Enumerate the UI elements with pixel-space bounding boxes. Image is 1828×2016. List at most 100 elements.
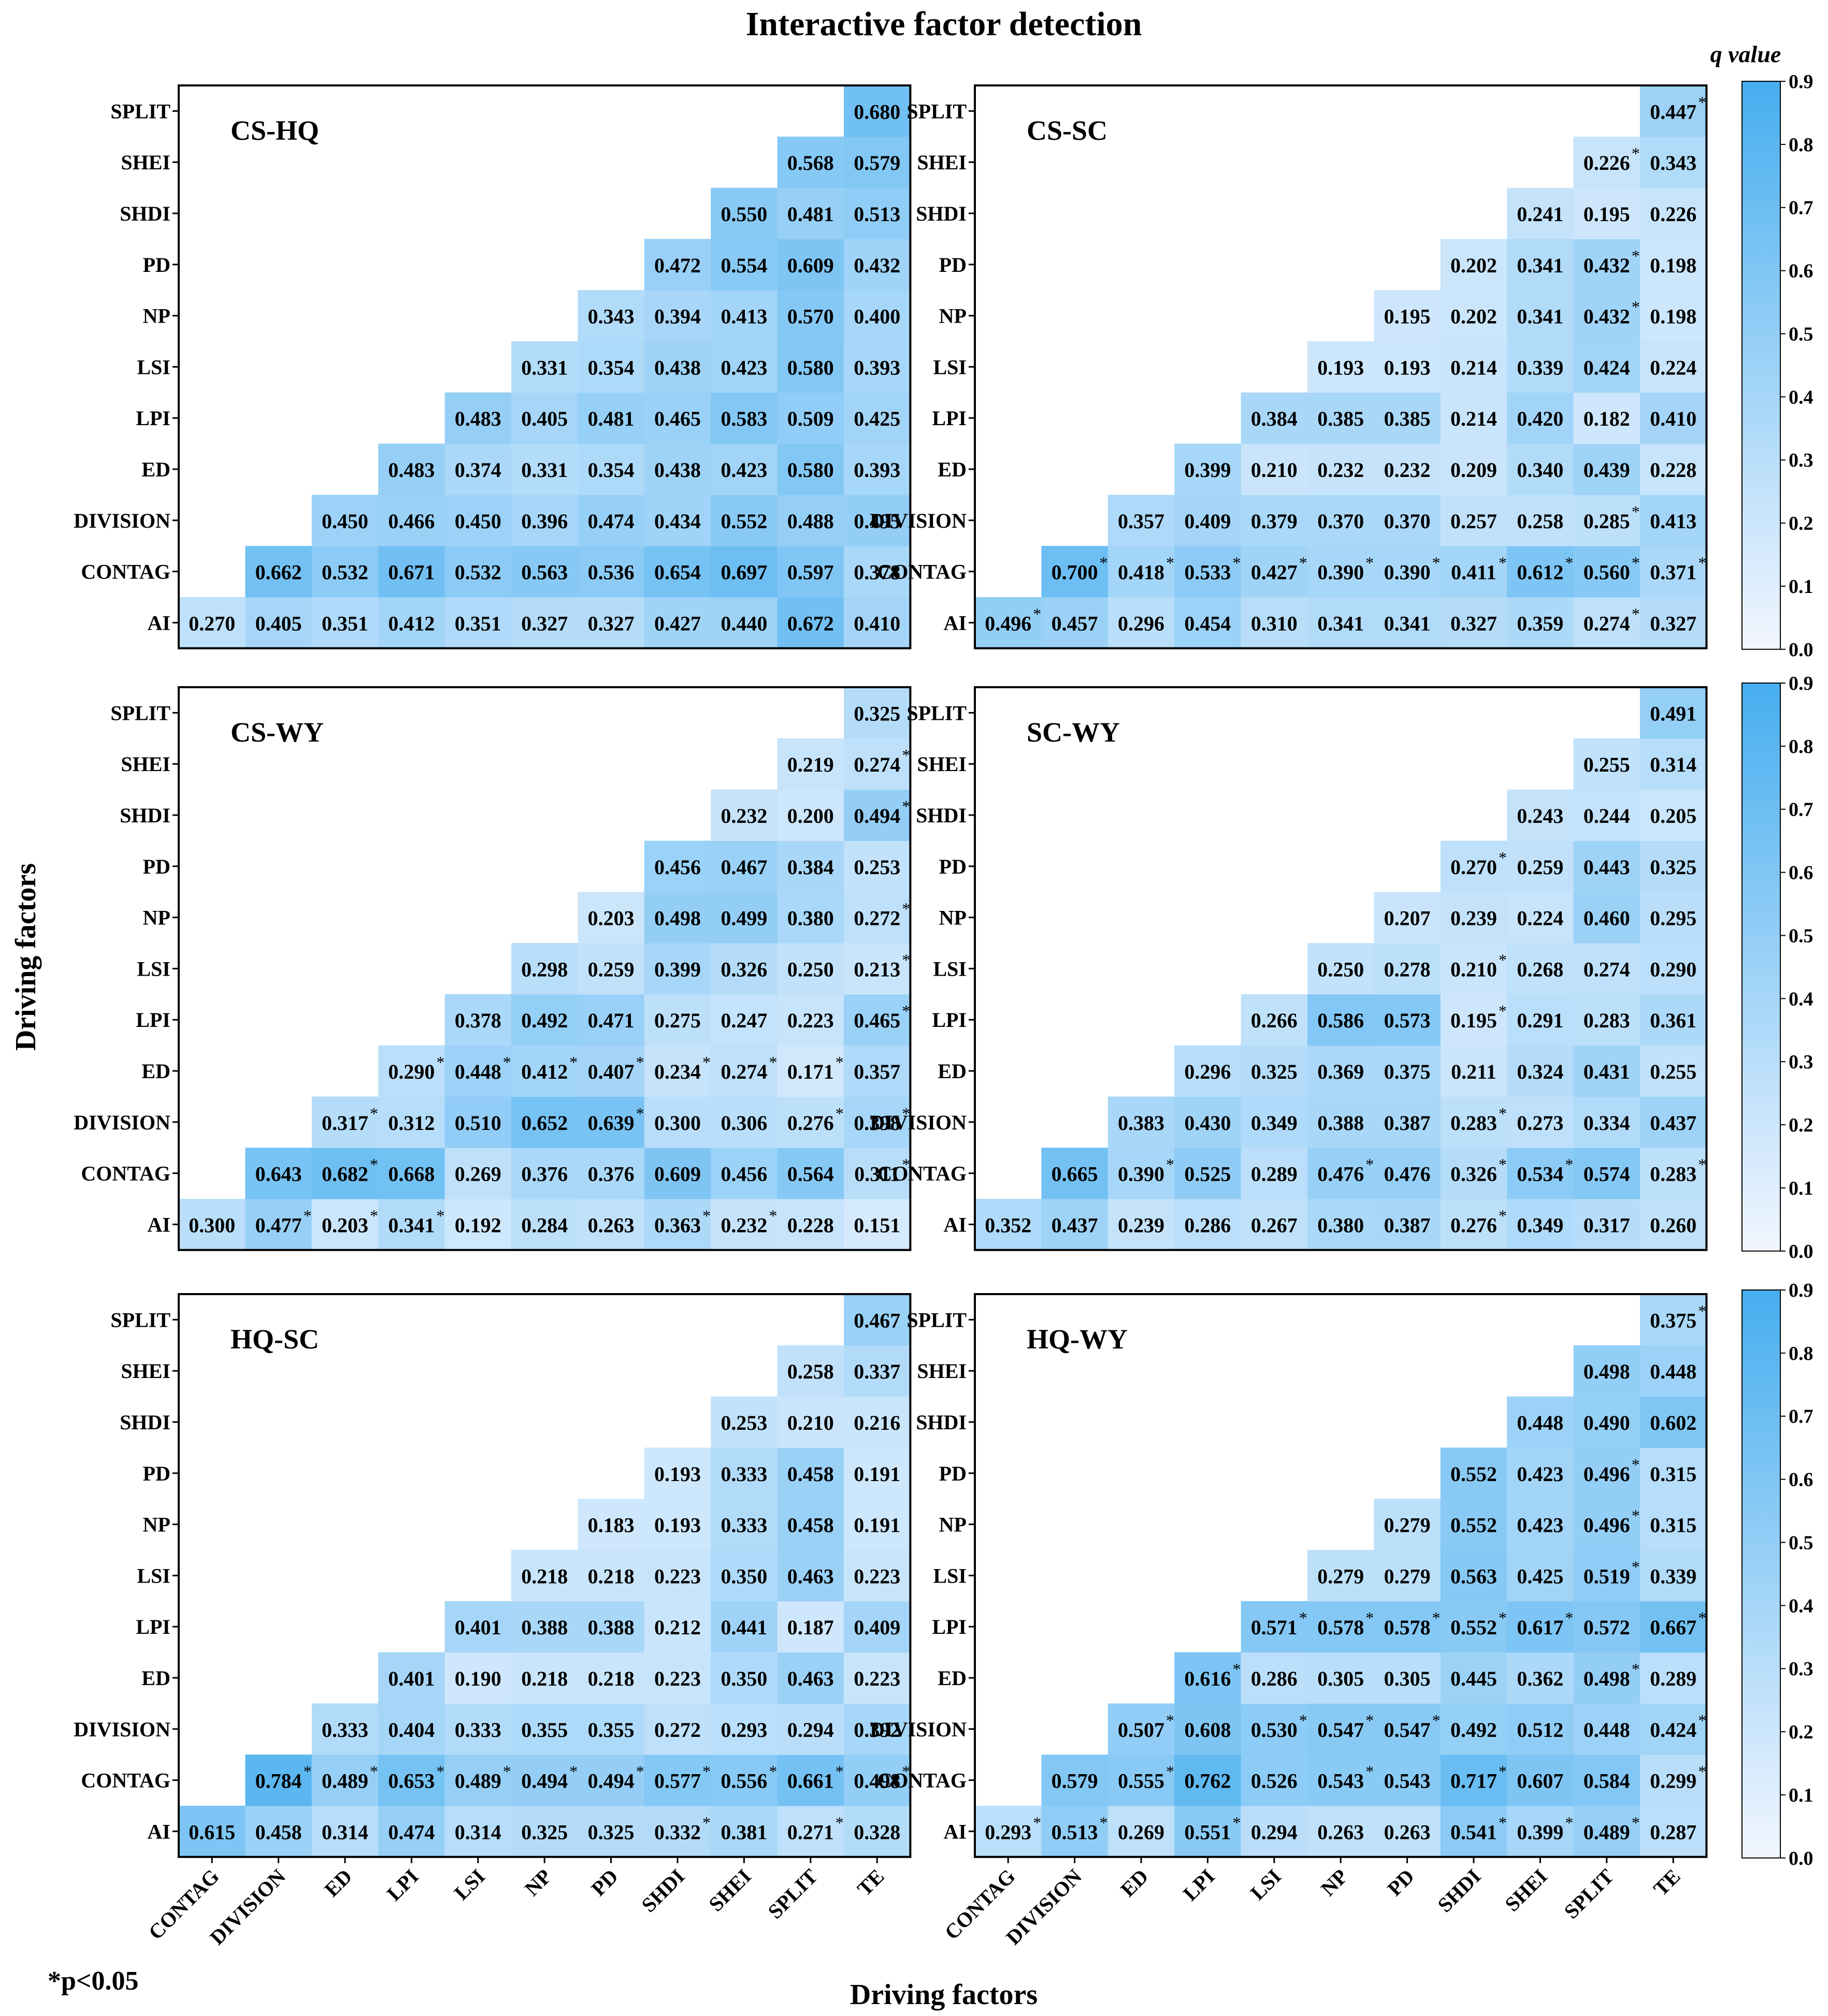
heatmap-cell	[1507, 994, 1574, 1046]
colorbar-tick-label: 0.5	[1789, 925, 1813, 947]
cell-value-label: 0.401	[388, 1667, 435, 1690]
heatmap-cell	[1440, 1754, 1507, 1806]
significance-marker: *	[769, 1053, 777, 1071]
significance-marker: *	[1232, 1660, 1241, 1678]
heatmap-cell	[511, 392, 578, 444]
cell-value-label: 0.390	[1317, 561, 1364, 584]
cell-value-label: 0.547	[1384, 1718, 1431, 1742]
significance-marker: *	[1698, 1155, 1706, 1174]
cell-value-label: 0.570	[787, 305, 834, 328]
cell-value-label: 0.448	[1517, 1411, 1563, 1434]
cell-value-label: 0.424	[1650, 1718, 1696, 1742]
cell-value-label: 0.399	[1517, 1820, 1563, 1844]
cell-value-label: 0.305	[1384, 1667, 1431, 1690]
cell-value-label: 0.182	[1584, 407, 1630, 430]
cell-value-label: 0.483	[455, 407, 501, 430]
cell-value-label: 0.203	[588, 907, 635, 930]
heatmap-cell	[1041, 597, 1109, 649]
cell-value-label: 0.193	[1317, 356, 1364, 379]
heatmap-cell	[1507, 1447, 1574, 1499]
heatmap-cell	[1241, 597, 1308, 649]
cell-value-label: 0.393	[854, 458, 900, 482]
cell-value-label: 0.458	[255, 1820, 302, 1844]
y-tick-label: LSI	[933, 957, 967, 980]
significance-marker: *	[1499, 1104, 1507, 1123]
colorbar-tick-label: 0.9	[1789, 673, 1813, 694]
panel-title: SC-WY	[1027, 717, 1120, 748]
heatmap-cell	[1374, 892, 1441, 944]
heatmap-cell	[711, 840, 778, 892]
heatmap-cell	[1440, 239, 1507, 291]
heatmap-cell	[1507, 1601, 1574, 1653]
cell-value-label: 0.425	[1517, 1564, 1563, 1588]
heatmap-cell	[378, 1199, 445, 1251]
heatmap-cell	[844, 1806, 911, 1858]
panel-title: CS-SC	[1027, 115, 1107, 146]
heatmap-cell	[1107, 1096, 1175, 1148]
heatmap-panel-sc-wy: 0.352 0.437 0.239 0.286 0.267 0.380 0.387 0.276…	[870, 686, 1708, 1251]
cell-value-label: 0.224	[1517, 907, 1563, 930]
significance-marker: *	[1166, 1711, 1174, 1730]
cell-value-label: 0.371	[1650, 561, 1696, 584]
heatmap-cell	[844, 1652, 911, 1704]
cell-value-label: 0.296	[1184, 1060, 1231, 1083]
cell-value-label: 0.682	[322, 1163, 368, 1186]
cell-value-label: 0.427	[654, 612, 701, 635]
colorbar-tick-label: 0.0	[1789, 1241, 1813, 1263]
significance-marker: *	[1299, 1608, 1307, 1627]
heatmap-cell	[711, 892, 778, 944]
heatmap-cell	[1307, 443, 1374, 495]
y-tick-label: SHEI	[121, 151, 170, 174]
heatmap-cell	[578, 943, 645, 995]
heatmap-cell	[1041, 1754, 1109, 1806]
cell-value-label: 0.498	[654, 907, 701, 930]
heatmap-cell	[711, 1806, 778, 1858]
significance-marker: *	[1632, 298, 1640, 316]
y-tick-label: AI	[944, 611, 967, 634]
heatmap-cell	[1507, 1754, 1574, 1806]
heatmap-cell	[1374, 597, 1441, 649]
panel-title: HQ-WY	[1027, 1324, 1128, 1355]
cell-value-label: 0.190	[455, 1667, 501, 1690]
cell-value-label: 0.202	[1450, 254, 1497, 277]
cell-value-label: 0.183	[588, 1514, 635, 1537]
heatmap-cell	[1241, 1652, 1308, 1704]
significance-marker: *	[1499, 1206, 1507, 1225]
heatmap-cell	[1241, 546, 1308, 598]
cell-value-label: 0.234	[654, 1060, 701, 1083]
heatmap-cell	[777, 1096, 844, 1148]
heatmap-cell	[711, 187, 778, 239]
heatmap-cell	[844, 85, 911, 137]
cell-value-label: 0.489	[1584, 1820, 1630, 1844]
heatmap-cell	[1440, 892, 1507, 944]
cell-value-label: 0.717	[1450, 1770, 1497, 1793]
cell-value-label: 0.370	[1317, 510, 1364, 533]
colorbar-tick-label: 0.9	[1789, 1280, 1813, 1301]
cell-value-label: 0.498	[1584, 1667, 1630, 1690]
cell-value-label: 0.341	[388, 1213, 435, 1237]
heatmap-cell	[844, 1550, 911, 1602]
significance-marker: *	[769, 1206, 777, 1225]
cell-value-label: 0.584	[1584, 1770, 1630, 1793]
cell-value-label: 0.331	[521, 458, 568, 482]
heatmap-cell	[1440, 1447, 1507, 1499]
cell-value-label: 0.247	[721, 1009, 767, 1032]
cell-value-label: 0.290	[388, 1060, 435, 1083]
heatmap-cell	[644, 1754, 711, 1806]
heatmap-cell	[444, 1148, 512, 1199]
cell-value-label: 0.333	[455, 1718, 501, 1742]
heatmap-cell	[444, 443, 512, 495]
cell-value-label: 0.399	[1184, 458, 1231, 482]
cell-value-label: 0.543	[1317, 1770, 1364, 1793]
cell-value-label: 0.375	[1384, 1060, 1431, 1083]
significance-marker: *	[1632, 1557, 1640, 1576]
heatmap-cell	[1573, 392, 1640, 444]
significance-marker: *	[902, 797, 910, 816]
heatmap-cell	[711, 1499, 778, 1550]
heatmap-cell	[777, 943, 844, 995]
heatmap-cell	[578, 495, 645, 546]
heatmap-cell	[644, 1045, 711, 1097]
heatmap-cell	[511, 943, 578, 995]
cell-value-label: 0.586	[1317, 1009, 1364, 1032]
heatmap-cell	[844, 994, 911, 1046]
